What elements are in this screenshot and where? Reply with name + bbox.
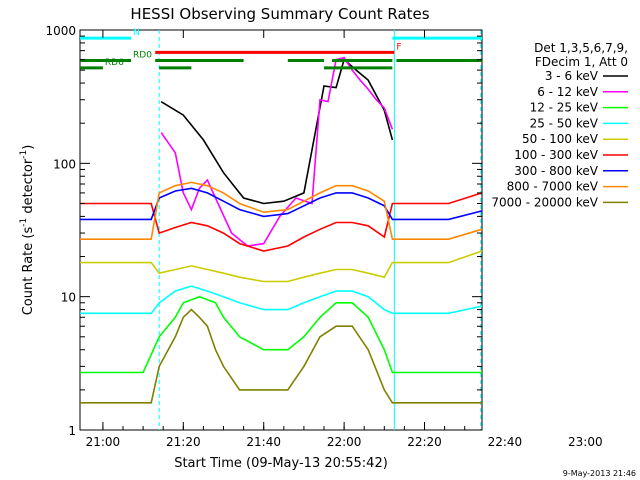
series-line-4 xyxy=(80,250,483,283)
x-tick-label-4: 22:20 xyxy=(407,435,442,449)
legend-label-8: 7000 - 20000 keV xyxy=(491,195,598,209)
x-axis-ticks: 21:00 21:20 21:40 22:00 22:20 22:40 23:00 xyxy=(86,30,603,449)
x-tick-label-0: 21:00 xyxy=(86,435,121,449)
flag-label-1: F xyxy=(396,42,401,52)
legend-label-4: 50 - 100 keV xyxy=(522,132,599,146)
series-line-6 xyxy=(80,187,483,221)
flag-label-2: RD0 xyxy=(133,51,152,61)
legend-label-6: 300 - 800 keV xyxy=(514,164,598,178)
y-axis-ticks: 1 10 100 1000 xyxy=(45,24,482,438)
flag-label-0: N xyxy=(133,28,140,38)
series-line-2 xyxy=(80,295,482,374)
plot-frame xyxy=(79,29,483,431)
x-tick-label-1: 21:20 xyxy=(166,435,201,449)
series-line-3 xyxy=(80,285,483,315)
legend-header-line-1: Det 1,3,5,6,7,9, xyxy=(534,41,628,55)
legend-label-5: 100 - 300 keV xyxy=(514,148,598,162)
legend-label-1: 6 - 12 keV xyxy=(537,85,599,99)
y-tick-label-3: 1000 xyxy=(45,24,76,38)
series-line-8 xyxy=(80,308,482,404)
flag-label-3: RD6 xyxy=(105,58,124,68)
chart-title: HESSI Observing Summary Count Rates xyxy=(130,5,429,23)
series-lines xyxy=(80,56,483,404)
x-tick-label-5: 22:40 xyxy=(488,435,523,449)
legend-label-2: 12 - 25 keV xyxy=(530,101,599,115)
y-tick-label-1: 10 xyxy=(61,291,76,305)
series-line-0 xyxy=(160,58,394,205)
x-axis-label: Start Time (09-May-13 20:55:42) xyxy=(174,456,388,471)
series-line-5 xyxy=(80,192,483,252)
x-tick-label-3: 22:00 xyxy=(327,435,362,449)
legend-label-0: 3 - 6 keV xyxy=(545,69,599,83)
series-line-7 xyxy=(80,181,483,240)
legend-label-3: 25 - 50 keV xyxy=(530,116,599,130)
y-axis-label: Count Rate (s-1 detector-1) xyxy=(19,145,36,316)
y-tick-label-2: 100 xyxy=(53,157,76,171)
y-tick-label-0: 1 xyxy=(68,424,76,438)
x-tick-label-2: 21:40 xyxy=(246,435,281,449)
legend-header-line-2: FDecim 1, Att 0 xyxy=(535,55,628,69)
footer-date: 9-May-2013 21:46 xyxy=(563,469,636,478)
legend-label-7: 800 - 7000 keV xyxy=(507,180,599,194)
x-tick-label-6: 23:00 xyxy=(568,435,603,449)
series-line-1 xyxy=(160,56,394,247)
flag-bars: N F RD0 RD6 xyxy=(80,28,482,70)
